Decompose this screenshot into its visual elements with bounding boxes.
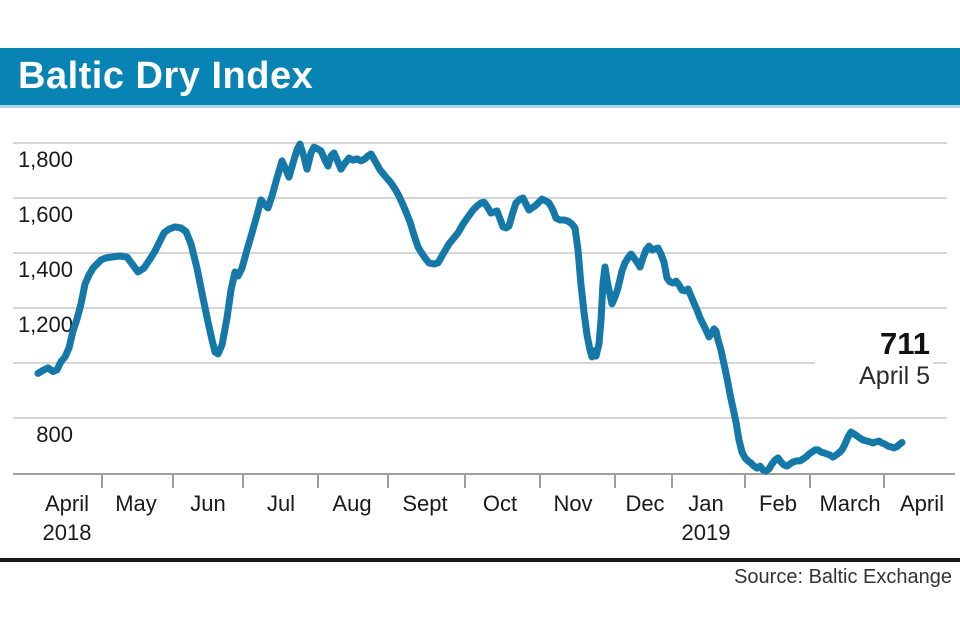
title-band-background xyxy=(0,48,960,108)
y-tick-label: 1,600 xyxy=(18,202,73,227)
y-tick-label: 1,200 xyxy=(18,312,73,337)
x-tick-label: March xyxy=(819,491,880,516)
latest-value-annotation: 711 April 5 xyxy=(859,326,930,390)
x-tick-label: April xyxy=(45,491,89,516)
x-tick-label: Jun xyxy=(190,491,225,516)
x-tick-label: Nov xyxy=(553,491,592,516)
latest-value-label: 711 xyxy=(879,326,930,361)
latest-value-date: April 5 xyxy=(859,361,930,390)
x-tick-label: April xyxy=(900,491,944,516)
x-tick-label: May xyxy=(115,491,157,516)
figure-title: Baltic Dry Index xyxy=(18,55,314,97)
source-credit: Source: Baltic Exchange xyxy=(734,566,952,588)
x-tick-year-label: 2018 xyxy=(43,520,92,545)
y-tick-label: 1,800 xyxy=(18,147,73,172)
x-tick-label: Jan xyxy=(688,491,723,516)
x-tick-label: Aug xyxy=(332,491,371,516)
x-tick-label: Jul xyxy=(267,491,295,516)
title-band: Baltic Dry Index xyxy=(0,48,960,108)
y-tick-label: 800 xyxy=(36,422,73,447)
footer-rule xyxy=(0,558,960,562)
y-tick-label: 1,400 xyxy=(18,257,73,282)
bdi-series-line xyxy=(34,140,906,475)
x-tick-label: Feb xyxy=(759,491,797,516)
x-tick-label: Sept xyxy=(402,491,447,516)
x-tick-label: Dec xyxy=(625,491,664,516)
x-tick-year-label: 2019 xyxy=(682,520,731,545)
x-tick-label: Oct xyxy=(483,491,517,516)
